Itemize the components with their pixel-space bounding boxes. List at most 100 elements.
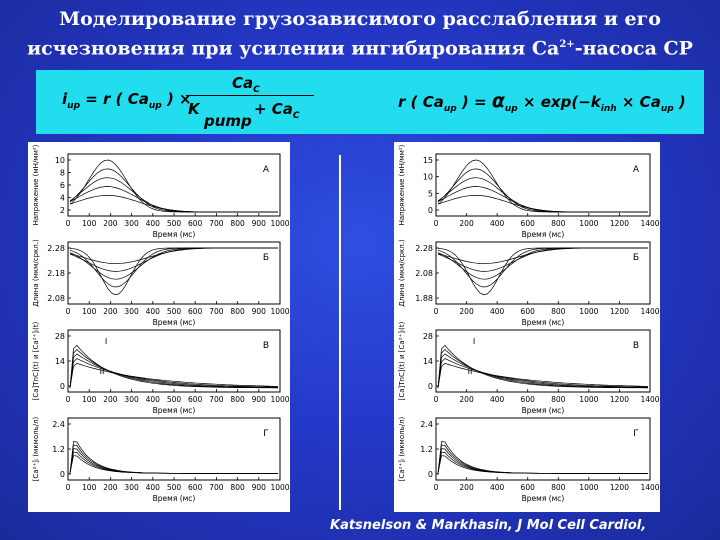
x-tick-label: 600 (188, 395, 203, 404)
x-tick-label: 900 (252, 219, 267, 228)
panel-frame (435, 417, 651, 481)
formula-right: r ( Caup ) = αup × exp(−kinh × Caup ) (398, 90, 686, 114)
x-tick-label: 200 (103, 219, 118, 228)
curve-line (437, 195, 648, 213)
y-axis-label: [Ca]TnC](t) и [Ca²⁺]ᵢ(t) (398, 321, 406, 400)
y-axis-label: [Ca]TnC](t) и [Ca²⁺]ᵢ(t) (32, 321, 40, 400)
y-tick-label: 0 (428, 470, 433, 479)
x-tick-label: 300 (124, 395, 139, 404)
x-tick-label: 0 (434, 395, 439, 404)
y-tick-label: 0 (60, 470, 65, 479)
y-tick-label: 4 (60, 194, 65, 203)
x-tick-label: 800 (230, 219, 245, 228)
curve-line (437, 159, 648, 213)
curve-line (437, 451, 648, 474)
x-tick-label: 800 (551, 395, 566, 404)
x-tick-label: 200 (459, 219, 474, 228)
x-tick-label: 400 (146, 395, 161, 404)
title-line-2: исчезновения при усилении ингибирования … (27, 37, 693, 60)
curve-line (69, 353, 278, 389)
curve-line (437, 448, 648, 474)
x-axis-label: Время (мс) (522, 318, 565, 327)
y-axis-label: [Ca²⁺]ᵢ (мкмоль/л) (398, 416, 406, 481)
curve-label: I (105, 337, 107, 346)
x-tick-label: 1200 (610, 483, 629, 492)
x-tick-label: 1000 (579, 307, 598, 316)
curve-line (69, 177, 278, 213)
panel-letter: В (263, 341, 269, 351)
y-tick-label: 28 (423, 332, 433, 341)
x-tick-label: 0 (434, 483, 439, 492)
x-tick-label: 400 (490, 307, 505, 316)
formula-bar: iup = r ( Caup ) × CaC K pump + CaC r ( … (36, 70, 704, 134)
panel-letter: А (633, 165, 640, 175)
curve-line (69, 195, 278, 213)
title-line-1: Моделирование грузозависимого расслаблен… (59, 8, 661, 30)
x-tick-label: 200 (459, 395, 474, 404)
curve-line (69, 451, 278, 474)
x-axis-label: Время (мс) (522, 406, 565, 415)
x-tick-label: 600 (521, 219, 536, 228)
x-tick-label: 100 (82, 483, 97, 492)
y-tick-label: 6 (60, 181, 65, 190)
curve-line (437, 247, 648, 288)
x-tick-label: 0 (434, 219, 439, 228)
curve-line (69, 363, 279, 389)
y-tick-label: 2.4 (52, 420, 65, 429)
curve-line (437, 168, 648, 213)
x-tick-label: 700 (209, 395, 224, 404)
x-tick-label: 700 (209, 307, 224, 316)
x-tick-label: 0 (66, 395, 71, 404)
y-tick-label: 1.2 (52, 445, 65, 454)
curve-line (69, 186, 278, 213)
left-figure-plot: А 10 8 6 4 2 Напряжение (мН/мм²) 0 100 200 300 400 5… (32, 144, 290, 503)
y-tick-label: 8 (60, 169, 65, 178)
x-tick-label: 0 (66, 483, 71, 492)
y-tick-label: 10 (423, 173, 433, 182)
curve-line (437, 353, 648, 389)
x-tick-label: 0 (66, 219, 71, 228)
y-tick-label: 0 (428, 382, 433, 391)
x-tick-label: 1400 (640, 483, 659, 492)
x-tick-label: 800 (551, 219, 566, 228)
curve-label: II (100, 367, 105, 376)
panel-letter: В (633, 341, 639, 351)
x-tick-label: 1400 (640, 219, 659, 228)
y-tick-label: 14 (423, 357, 433, 366)
curve-line (69, 168, 278, 213)
x-tick-label: 400 (146, 219, 161, 228)
x-tick-label: 600 (521, 483, 536, 492)
x-tick-label: 300 (124, 483, 139, 492)
y-tick-label: 2.08 (47, 294, 65, 303)
x-axis-label: Время (мс) (153, 406, 196, 415)
x-tick-label: 800 (230, 483, 245, 492)
y-axis-label: [Ca²⁺]ᵢ (мкмоль/л) (32, 416, 40, 481)
y-tick-label: 2 (60, 206, 65, 215)
curve-line (69, 159, 278, 213)
panel-frame (435, 153, 651, 217)
x-tick-label: 400 (490, 483, 505, 492)
x-tick-label: 1200 (610, 219, 629, 228)
x-tick-label: 1000 (270, 395, 289, 404)
x-tick-label: 800 (230, 395, 245, 404)
x-tick-label: 0 (434, 307, 439, 316)
x-tick-label: 1200 (610, 307, 629, 316)
x-tick-label: 700 (209, 483, 224, 492)
y-tick-label: 2.4 (420, 420, 433, 429)
x-tick-label: 900 (252, 307, 267, 316)
x-tick-label: 500 (167, 483, 182, 492)
x-axis-label: Время (мс) (153, 318, 196, 327)
panel-letter: Г (263, 429, 269, 439)
y-axis-label: Напряжение (мН/мм²) (32, 144, 40, 225)
curve-line (69, 247, 278, 272)
panel-frame (67, 417, 281, 481)
formula-left-numerator: CaC (232, 74, 260, 95)
y-tick-label: 10 (55, 156, 65, 165)
x-tick-label: 400 (490, 395, 505, 404)
y-axis-label: Напряжение (мН/мм²) (398, 144, 406, 225)
citation: Katsnelson & Markhasin, J Mol Cell Cardi… (330, 518, 647, 533)
y-tick-label: 2.28 (47, 244, 65, 253)
x-tick-label: 1200 (610, 395, 629, 404)
curve-line (437, 441, 648, 474)
curve-line (437, 247, 648, 280)
